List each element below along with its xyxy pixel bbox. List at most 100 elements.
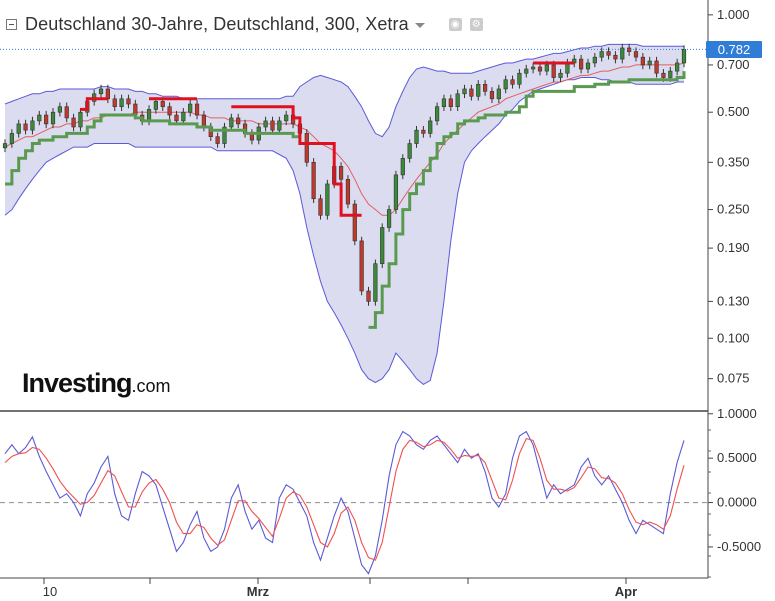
candle-body (146, 109, 152, 122)
price-tick-label: 0.700 (717, 57, 750, 72)
candle (647, 56, 652, 70)
candle-body (338, 166, 344, 180)
candle-body (133, 103, 138, 116)
chart-title: Deutschland 30-Jahre, Deutschland, 300, … (25, 13, 409, 34)
candle (30, 116, 35, 135)
candle (78, 108, 83, 132)
candle-body (579, 58, 584, 70)
bollinger-upper-line (4, 43, 684, 138)
candle (434, 102, 440, 126)
candle (592, 52, 597, 68)
collapse-icon[interactable] (6, 18, 17, 30)
oscillator-plot (0, 430, 708, 575)
candle-body (50, 111, 56, 125)
candle (414, 126, 419, 148)
candle-body (222, 126, 227, 144)
candle-body (119, 98, 124, 107)
candle-body (153, 101, 158, 110)
candle-body (558, 72, 563, 78)
candle (469, 84, 474, 101)
candle (304, 129, 309, 167)
candle (675, 58, 680, 76)
investing-logo: Investing.com (22, 368, 171, 399)
candle-body (345, 179, 351, 205)
price-tick-label: 0.075 (717, 371, 750, 386)
candle-body (23, 123, 28, 131)
candle-body (551, 64, 556, 78)
candle-body (428, 120, 433, 134)
candle-body (544, 64, 549, 72)
price-tick-label: 1.000 (717, 7, 750, 22)
candle-body (483, 83, 488, 92)
candle-body (613, 54, 618, 60)
candle (400, 154, 405, 180)
candle-body (16, 123, 21, 134)
chart-header: Deutschland 30-Jahre, Deutschland, 300, … (6, 10, 483, 38)
candle (284, 110, 289, 126)
candle (50, 108, 56, 129)
candle-body (469, 88, 474, 97)
osc-tick-label: 1.0000 (717, 406, 757, 421)
oscillator-slow-line (4, 437, 685, 561)
price-tick-label: 0.130 (717, 293, 750, 308)
candle-body (393, 174, 399, 210)
candle (503, 75, 508, 94)
candle-body (400, 158, 405, 176)
price-tick-label: 0.190 (717, 240, 750, 255)
candle-body (448, 98, 453, 107)
candle-body (167, 106, 172, 116)
candle-body (270, 120, 275, 131)
candle (585, 58, 591, 74)
candle-body (160, 101, 165, 107)
candle-body (2, 143, 8, 149)
candle-body (414, 129, 419, 144)
gear-icon[interactable]: ⚙ (469, 17, 483, 31)
candle (16, 119, 21, 138)
main-plot (2, 43, 687, 386)
candle (229, 113, 234, 132)
candle (181, 108, 186, 126)
last-price-badge: 0.782 (706, 41, 762, 58)
candle (462, 84, 467, 99)
candle-body (606, 51, 611, 56)
candle (510, 75, 515, 89)
candle-body (668, 70, 673, 78)
candle (421, 126, 426, 138)
candle-body (647, 60, 652, 66)
candle-body (510, 79, 515, 85)
candle (531, 62, 536, 74)
candle (311, 158, 316, 204)
candle-body (352, 203, 357, 242)
candle-body (174, 114, 179, 122)
candle-body (620, 47, 625, 60)
candle (496, 84, 501, 104)
candle (489, 87, 495, 104)
candle (9, 129, 14, 148)
candle (98, 84, 104, 99)
candle (524, 64, 529, 78)
candle (455, 89, 460, 111)
candle-body (9, 133, 14, 144)
candle-body (503, 79, 508, 90)
candle-body (654, 60, 659, 74)
candle (380, 223, 385, 269)
candle (359, 236, 364, 296)
candle (64, 102, 69, 123)
candle-body (325, 183, 330, 216)
eye-icon[interactable]: ◉ (448, 17, 462, 31)
stop-green-line (5, 71, 686, 329)
candle-body (236, 117, 241, 125)
candle-body (524, 68, 529, 74)
candle-body (592, 56, 597, 64)
candle (44, 110, 49, 129)
candle (448, 94, 453, 111)
candle-body (681, 49, 687, 64)
oscillator-fast-line (4, 430, 685, 575)
candle (277, 116, 282, 135)
stop-red-line (80, 61, 575, 217)
price-tick-label: 0.350 (717, 154, 750, 169)
chevron-down-icon[interactable] (414, 23, 425, 28)
candle-body (359, 240, 364, 292)
candle (476, 80, 481, 101)
